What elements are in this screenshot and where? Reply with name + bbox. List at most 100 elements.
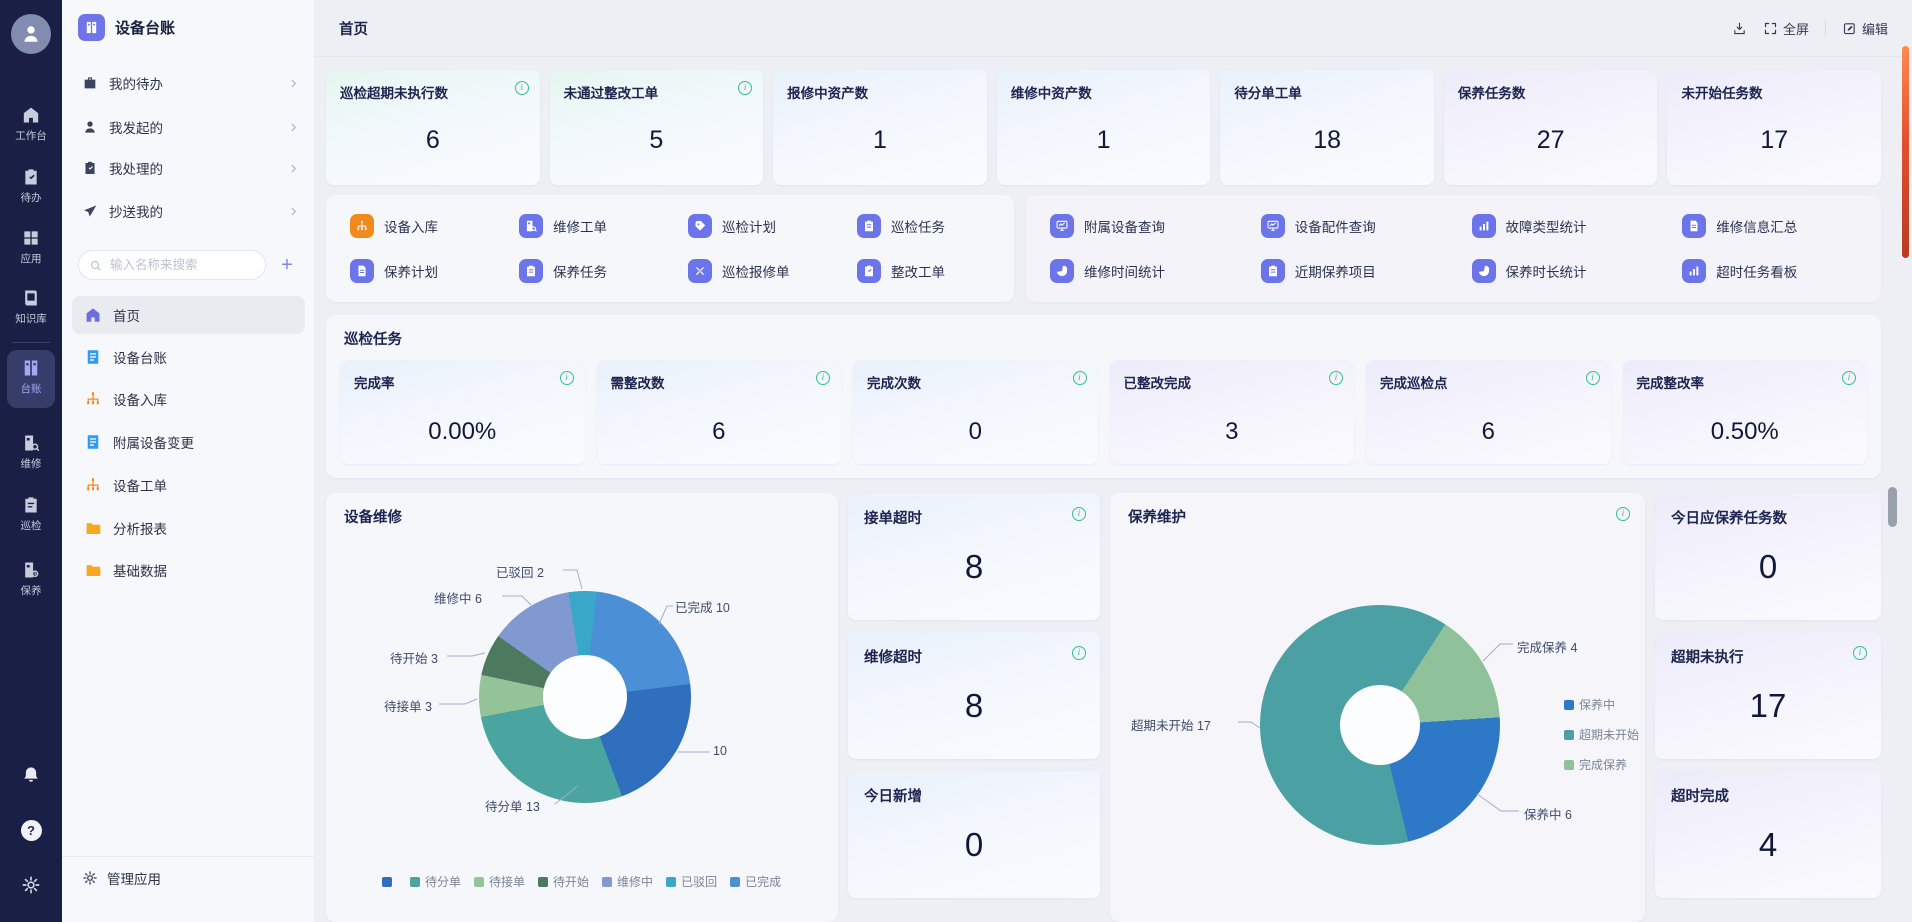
info-icon[interactable]: i (738, 81, 753, 95)
download-button[interactable] (1732, 21, 1747, 36)
sidebar-link-my-initiated[interactable]: 我发起的 (62, 110, 315, 144)
stat-card-repair-overtime[interactable]: 维修超时 i 8 (848, 632, 1100, 759)
search-input[interactable] (108, 257, 248, 273)
stat-card[interactable]: 未开始任务数 17 (1667, 70, 1882, 185)
stat-card[interactable]: 报修中资产数 1 (773, 70, 987, 185)
sidebar-item-device-ledger[interactable]: 设备台账 (72, 338, 305, 376)
stat-card-order-overtime[interactable]: 接单超时 i 8 (848, 493, 1100, 620)
shortcut-maintain-task[interactable]: 保养任务 (501, 249, 670, 295)
edit-button[interactable]: 编辑 (1842, 19, 1888, 38)
sidebar-item-device-inbound[interactable]: 设备入库 (72, 380, 305, 418)
stat-card[interactable]: 未通过整改工单 i 5 (549, 70, 764, 185)
info-icon[interactable]: i (1072, 646, 1086, 660)
rail-item-workbench[interactable]: 工作台 (0, 105, 62, 143)
stat-value: 4 (1758, 826, 1778, 863)
shortcut-maintain-duration-stats[interactable]: 保养时长统计 (1454, 249, 1665, 295)
device-repair-donut-chart[interactable] (479, 591, 691, 803)
info-icon[interactable]: i (1842, 371, 1856, 385)
rail-item-knowledge[interactable]: 知识库 (0, 288, 62, 326)
sidebar-link-cc-me[interactable]: 抄送我的 (62, 194, 315, 228)
stat-card-new-today[interactable]: 今日新增 0 (848, 771, 1100, 898)
info-icon[interactable]: i (1616, 507, 1630, 521)
rail-item-label: 待办 (20, 192, 42, 204)
chart-legend: 保养中 超期未开始 完成保养 (1564, 696, 1639, 773)
stat-card[interactable]: 需整改数 i 6 (596, 360, 841, 464)
chart-label: 待接单 3 (384, 700, 432, 714)
chart-label: 已完成 10 (675, 601, 730, 615)
avatar[interactable] (11, 14, 51, 54)
stat-label: 完成率 (354, 376, 395, 391)
info-icon[interactable]: i (816, 371, 830, 385)
sidebar-item-home[interactable]: 首页 (72, 296, 305, 334)
shortcut-device-parts-query[interactable]: 设备配件查询 (1243, 203, 1454, 249)
stat-card[interactable]: 完成整改率 i 0.50% (1622, 360, 1867, 464)
stat-card[interactable]: 保养任务数 27 (1443, 70, 1658, 185)
add-button[interactable]: + (281, 253, 293, 276)
sidebar-item-analysis-reports[interactable]: 分析报表 (72, 509, 305, 547)
info-icon[interactable]: i (1585, 371, 1600, 385)
settings-button[interactable] (0, 875, 62, 895)
rail-item-ledger[interactable]: 台账 (0, 358, 62, 396)
maintenance-donut-chart[interactable] (1260, 605, 1500, 845)
fullscreen-button[interactable]: 全屏 (1763, 19, 1809, 38)
stat-card[interactable]: 巡检超期未执行数 i 6 (326, 70, 540, 185)
shortcut-device-inbound[interactable]: 设备入库 (332, 203, 501, 249)
sidebar-item-base-data[interactable]: 基础数据 (72, 551, 305, 589)
header-divider (1824, 21, 1826, 35)
panel-scrollbar-thumb[interactable] (1888, 487, 1897, 527)
rail-item-todo[interactable]: 待办 (0, 167, 62, 205)
legend-item: 完成保养 (1564, 756, 1639, 773)
rail-item-apps[interactable]: 应用 (0, 228, 62, 266)
shortcut-repair-time-stats[interactable]: 维修时间统计 (1032, 249, 1243, 295)
stat-label: 未开始任务数 (1681, 86, 1763, 101)
folder-icon (84, 519, 102, 537)
shortcut-patrol-repair-form[interactable]: 巡检报修单 (670, 249, 839, 295)
stat-card-overdue-unexecuted[interactable]: 超期未执行 i 17 (1655, 632, 1881, 759)
shortcut-repair-workorder[interactable]: 维修工单 (501, 203, 670, 249)
info-icon[interactable]: i (1072, 507, 1086, 521)
shortcut-rectify-workorder[interactable]: 整改工单 (839, 249, 1008, 295)
notifications-button[interactable] (0, 765, 62, 785)
rail-item-repair[interactable]: 维修 (0, 433, 62, 471)
page-scrollbar-thumb[interactable] (1902, 46, 1909, 258)
search-icon (89, 259, 102, 272)
briefcase-icon (82, 75, 98, 91)
legend-item: 保养中 (1564, 696, 1639, 713)
info-icon[interactable]: i (514, 81, 529, 95)
shortcut-attached-device-query[interactable]: 附属设备查询 (1032, 203, 1243, 249)
info-icon[interactable]: i (1072, 371, 1087, 385)
rail-item-patrol[interactable]: 巡检 (0, 495, 62, 533)
chart-label: 待分单 13 (485, 800, 540, 814)
tag-icon (688, 213, 712, 238)
sidebar-link-my-handled[interactable]: 我处理的 (62, 151, 315, 185)
shortcut-recent-maintain-items[interactable]: 近期保养项目 (1243, 249, 1454, 295)
info-icon[interactable]: i (559, 371, 574, 385)
help-button[interactable]: ? (0, 820, 62, 841)
org-chart-icon (84, 476, 102, 494)
stat-card[interactable]: 完成次数 i 0 (853, 360, 1098, 464)
shortcut-repair-info-summary[interactable]: 维修信息汇总 (1664, 203, 1875, 249)
stat-card-maintain-due-today[interactable]: 今日应保养任务数 0 (1655, 493, 1881, 620)
sidebar-item-device-workorder[interactable]: 设备工单 (72, 466, 305, 504)
stat-card[interactable]: 维修中资产数 1 (996, 70, 1211, 185)
shortcut-overtime-task-board[interactable]: 超时任务看板 (1664, 249, 1875, 295)
info-icon[interactable]: i (1329, 371, 1343, 385)
shortcut-patrol-task[interactable]: 巡检任务 (839, 203, 1008, 249)
stat-card[interactable]: 已整改完成 i 3 (1109, 360, 1354, 464)
sidebar-link-my-todo[interactable]: 我的待办 (62, 66, 315, 100)
stat-card-overtime-completed[interactable]: 超时完成 4 (1655, 771, 1881, 898)
info-icon[interactable]: i (1853, 646, 1867, 660)
shortcut-patrol-plan[interactable]: 巡检计划 (670, 203, 839, 249)
sidebar-item-attached-device-change[interactable]: 附属设备变更 (72, 423, 305, 461)
rail-item-maintain[interactable]: 保养 (0, 560, 62, 598)
clipboard-icon (519, 259, 543, 284)
shortcut-maintain-plan[interactable]: 保养计划 (332, 249, 501, 295)
shortcut-fault-type-stats[interactable]: 故障类型统计 (1454, 203, 1665, 249)
stat-card[interactable]: 待分单工单 18 (1220, 70, 1434, 185)
stat-label: 巡检超期未执行数 (340, 86, 448, 101)
stat-card[interactable]: 完成巡检点 i 6 (1366, 360, 1611, 464)
stat-card[interactable]: 完成率 i 0.00% (340, 360, 585, 464)
maintenance-chart-panel: 保养维护 i 完成保养 4 超期未开始 17 保养中 6 保养中 超期未开始 完成保… (1110, 493, 1645, 922)
donut-hole (543, 655, 627, 739)
manage-apps-button[interactable]: 管理应用 (82, 868, 161, 888)
